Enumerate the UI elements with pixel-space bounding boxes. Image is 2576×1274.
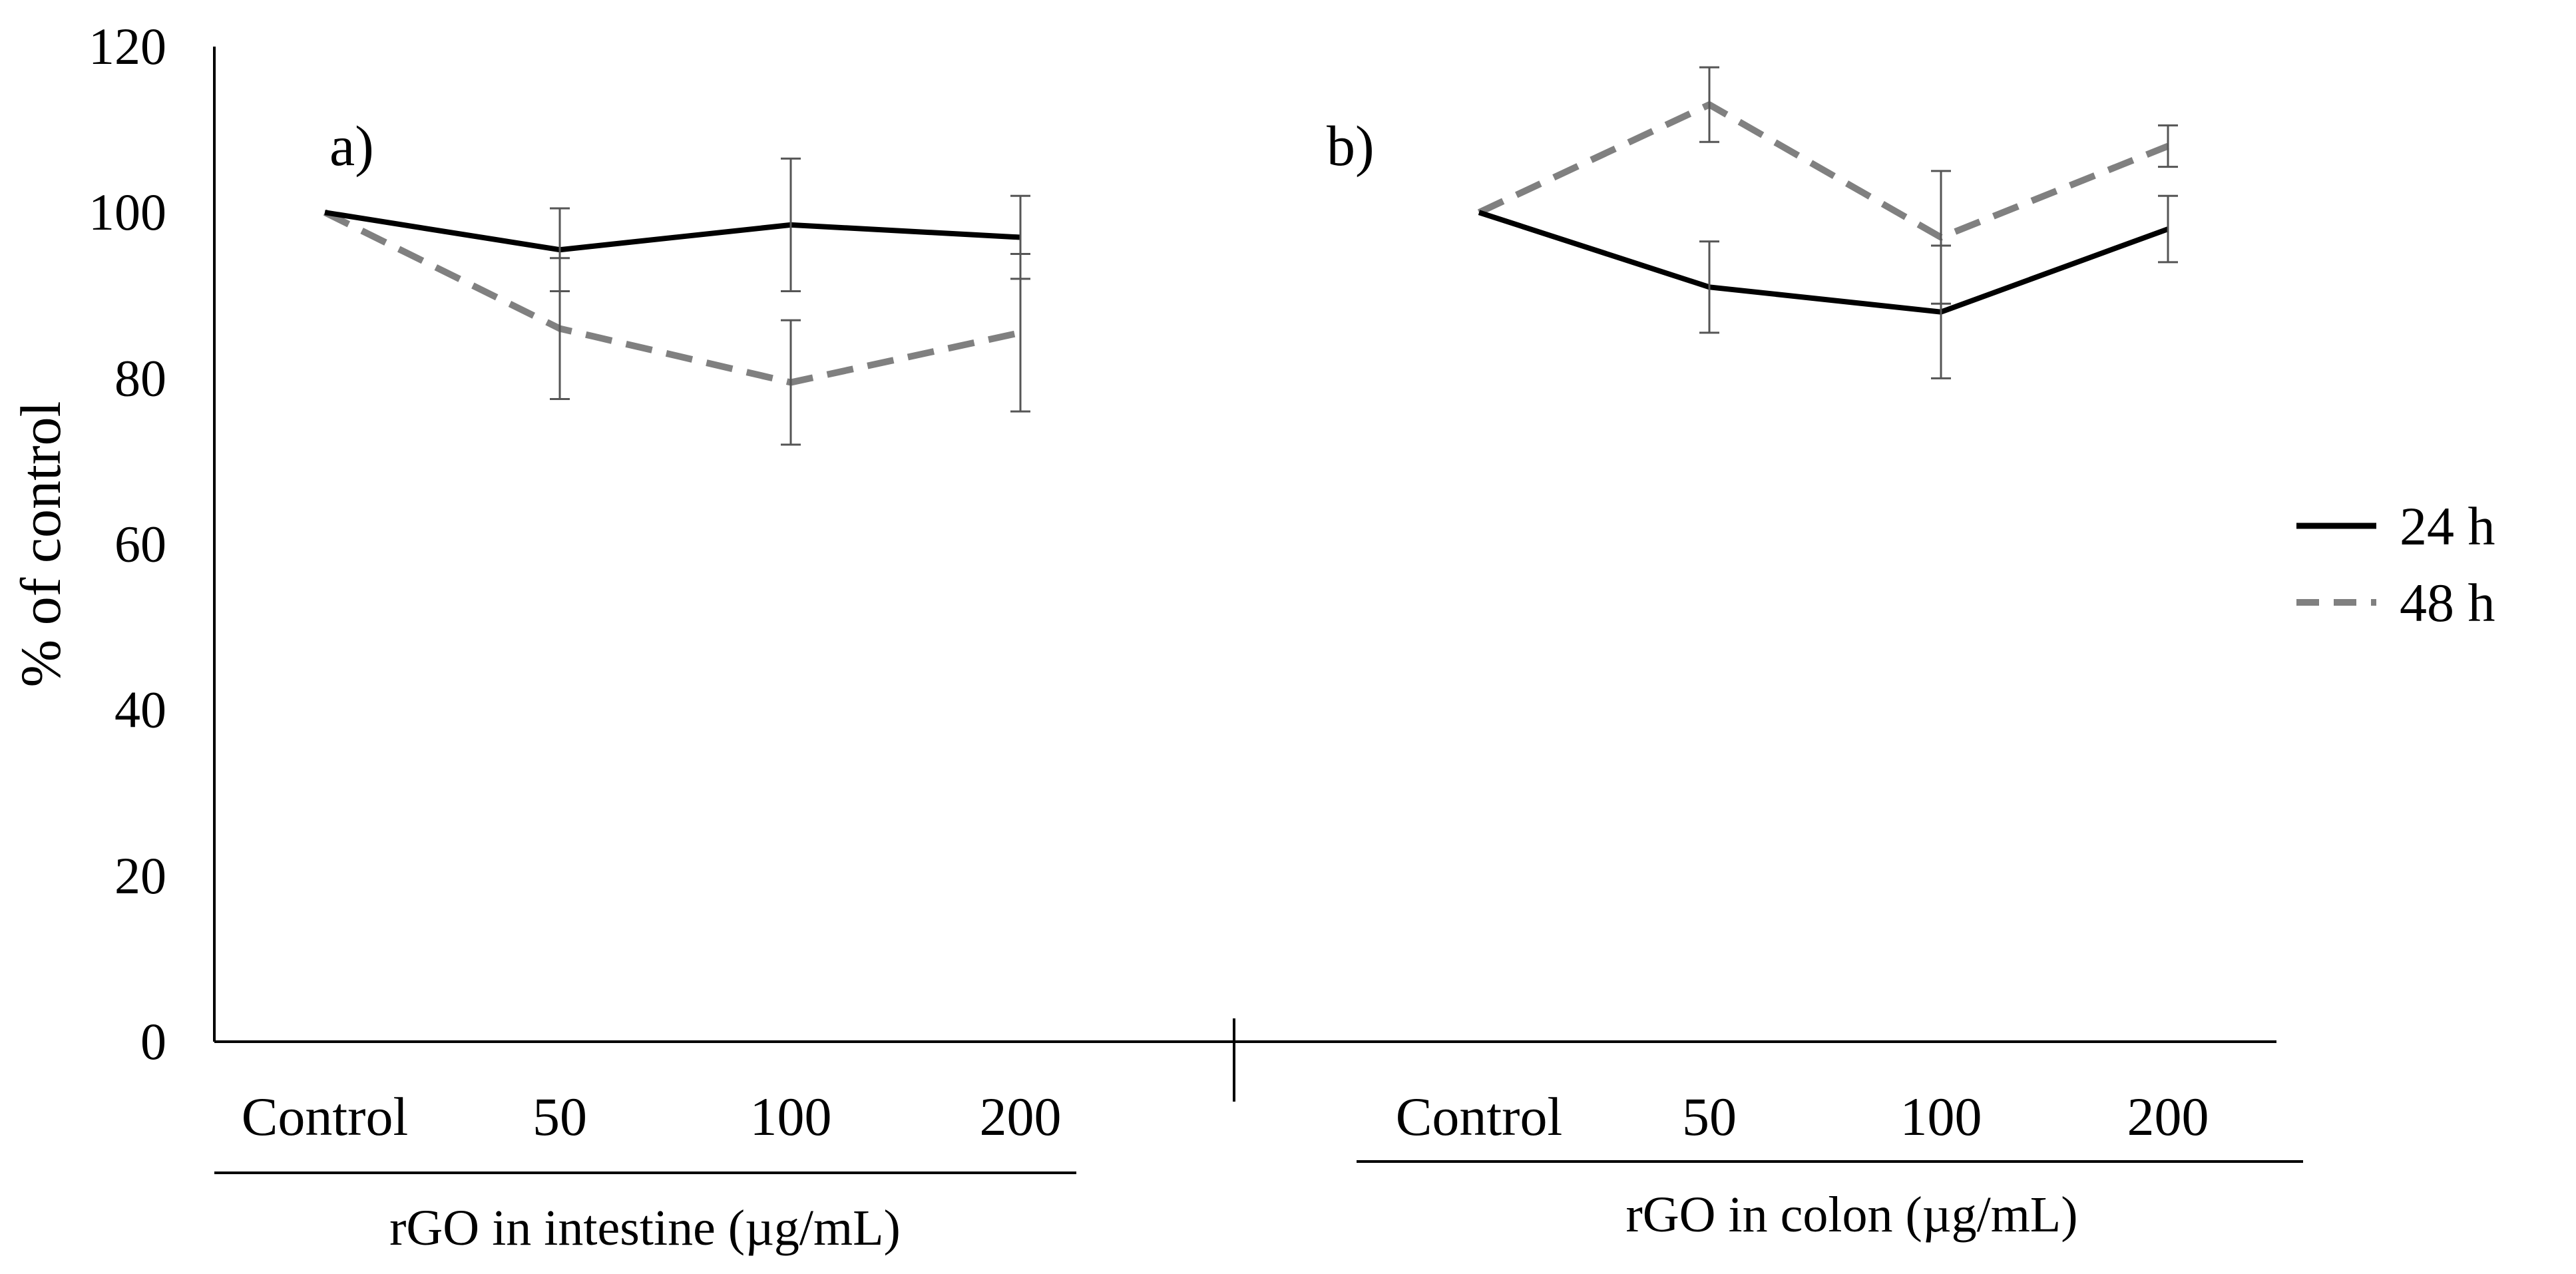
panel-1: a) Control 50 100 200 rGO in intestine (µg/mL… bbox=[214, 114, 1076, 1256]
series-line-24h bbox=[1478, 210, 2169, 315]
x-category-label: 50 bbox=[533, 1086, 587, 1147]
error-bar bbox=[550, 257, 570, 400]
y-tick-label: 20 bbox=[114, 847, 166, 905]
x-group-label: rGO in intestine (µg/mL) bbox=[389, 1200, 901, 1256]
y-tick-label: 120 bbox=[89, 17, 166, 75]
error-bar bbox=[2158, 194, 2178, 264]
x-category-label: 50 bbox=[1682, 1086, 1737, 1147]
error-bar bbox=[1931, 170, 1951, 305]
axes bbox=[213, 47, 2276, 1102]
series-line-48h bbox=[1477, 101, 2169, 241]
x-category-label: 200 bbox=[980, 1086, 1062, 1147]
panel-2: b) Control 50 100 200 rGO in colon (µg/mL) bbox=[1327, 66, 2303, 1243]
x-category-label: 100 bbox=[1900, 1086, 1982, 1147]
error-bar bbox=[1699, 66, 1719, 143]
x-category-label: Control bbox=[242, 1086, 409, 1147]
error-bar bbox=[1699, 240, 1719, 334]
panel-label: b) bbox=[1327, 114, 1375, 178]
y-tick-label: 60 bbox=[114, 515, 166, 573]
error-bar bbox=[781, 157, 801, 293]
legend-label: 24 h bbox=[2400, 496, 2495, 556]
error-bar bbox=[2158, 124, 2178, 168]
series-line-24h bbox=[324, 210, 1021, 253]
x-category-label: 200 bbox=[2127, 1086, 2209, 1147]
y-tick-label: 100 bbox=[89, 183, 166, 241]
panel-label: a) bbox=[329, 114, 374, 178]
y-tick-label: 0 bbox=[140, 1012, 166, 1070]
panels: a) Control 50 100 200 rGO in intestine (µg/mL… bbox=[214, 66, 2303, 1256]
x-category-label: 100 bbox=[750, 1086, 832, 1147]
error-bar bbox=[781, 319, 801, 446]
y-tick-label: 80 bbox=[114, 349, 166, 407]
y-tick-labels: 0 20 40 60 80 100 120 bbox=[89, 17, 166, 1070]
legend-label: 48 h bbox=[2400, 572, 2495, 633]
legend: 24 h 48 h bbox=[2296, 496, 2495, 633]
error-bar bbox=[1010, 252, 1030, 413]
series-line-48h bbox=[323, 209, 1022, 386]
y-axis-label: % of control bbox=[9, 401, 73, 688]
y-tick-label: 40 bbox=[114, 681, 166, 739]
x-group-label: rGO in colon (µg/mL) bbox=[1625, 1187, 2077, 1243]
x-category-label: Control bbox=[1396, 1086, 1563, 1147]
